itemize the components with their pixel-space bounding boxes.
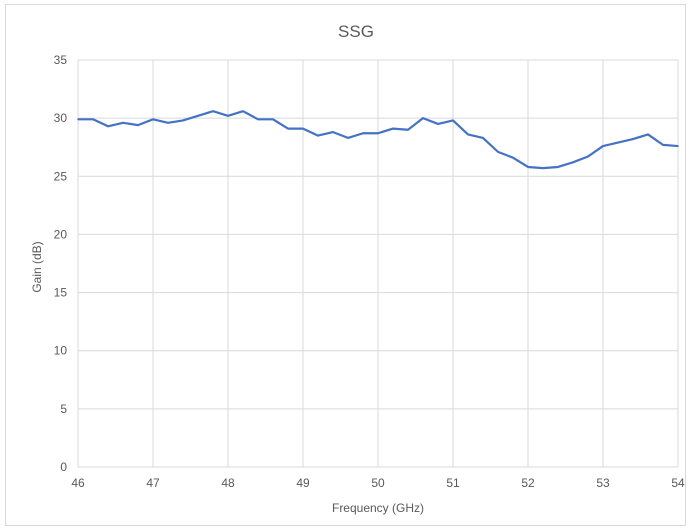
x-tick-label: 50 <box>371 476 385 490</box>
x-tick-label: 48 <box>221 476 235 490</box>
data-point <box>512 156 514 159</box>
line-chart: SSG 0 5 10 15 20 25 30 35 46 47 48 49 50 51 52 53 54 Ga… <box>30 22 685 515</box>
data-point <box>287 127 289 130</box>
x-tick-label: 54 <box>671 476 685 490</box>
data-point <box>182 119 184 122</box>
y-axis-title: Gain (dB) <box>30 241 44 292</box>
data-point <box>557 166 559 168</box>
x-tick-label: 51 <box>446 476 460 490</box>
data-point <box>152 118 154 121</box>
data-point <box>242 110 244 112</box>
data-point <box>332 131 334 133</box>
data-point <box>347 137 349 139</box>
data-point <box>452 119 454 122</box>
data-point <box>197 115 199 117</box>
x-tick-label: 46 <box>71 476 85 490</box>
x-tick-label: 49 <box>296 476 310 490</box>
data-point <box>257 118 259 121</box>
data-point <box>422 117 424 119</box>
data-point <box>362 132 364 135</box>
x-tick-label: 53 <box>596 476 610 490</box>
data-point <box>317 134 319 137</box>
y-tick-label: 20 <box>54 227 68 241</box>
y-tick-label: 15 <box>54 286 68 300</box>
data-point <box>392 127 394 130</box>
y-tick-label: 25 <box>54 169 68 183</box>
data-point <box>677 145 679 147</box>
x-axis-title: Frequency (GHz) <box>332 501 424 515</box>
data-point <box>572 161 574 164</box>
gridlines <box>77 59 679 468</box>
series-group <box>77 110 679 170</box>
y-tick-label: 30 <box>54 111 68 125</box>
data-point <box>602 145 604 147</box>
data-point <box>587 155 589 158</box>
data-point <box>437 123 439 125</box>
chart-title: SSG <box>338 22 374 41</box>
x-axis-ticks: 46 47 48 49 50 51 52 53 54 <box>71 476 685 490</box>
data-point <box>212 110 214 112</box>
data-point <box>107 125 109 128</box>
data-point <box>227 115 229 117</box>
data-point <box>542 167 544 169</box>
data-point <box>467 133 469 136</box>
data-point <box>662 144 664 146</box>
x-tick-label: 52 <box>521 476 535 490</box>
chart-frame: SSG 0 5 10 15 20 25 30 35 46 47 48 49 50 51 52 53 54 Ga… <box>5 4 686 526</box>
data-point <box>302 127 304 130</box>
data-point <box>497 151 499 153</box>
data-point <box>137 124 139 126</box>
data-point <box>92 118 94 121</box>
y-tick-label: 0 <box>60 460 67 474</box>
y-tick-label: 5 <box>60 402 67 416</box>
data-point <box>617 141 619 144</box>
data-point <box>77 118 79 121</box>
data-point <box>407 128 409 131</box>
data-point <box>527 166 529 168</box>
data-point <box>167 121 169 124</box>
x-tick-label: 47 <box>146 476 160 490</box>
y-axis-ticks: 0 5 10 15 20 25 30 35 <box>54 53 68 474</box>
data-point <box>377 132 379 135</box>
data-point <box>482 137 484 139</box>
y-tick-label: 10 <box>54 344 68 358</box>
data-point <box>272 118 274 121</box>
data-point <box>122 121 124 124</box>
y-tick-label: 35 <box>54 53 68 67</box>
data-point <box>632 138 634 140</box>
data-point <box>647 133 649 136</box>
